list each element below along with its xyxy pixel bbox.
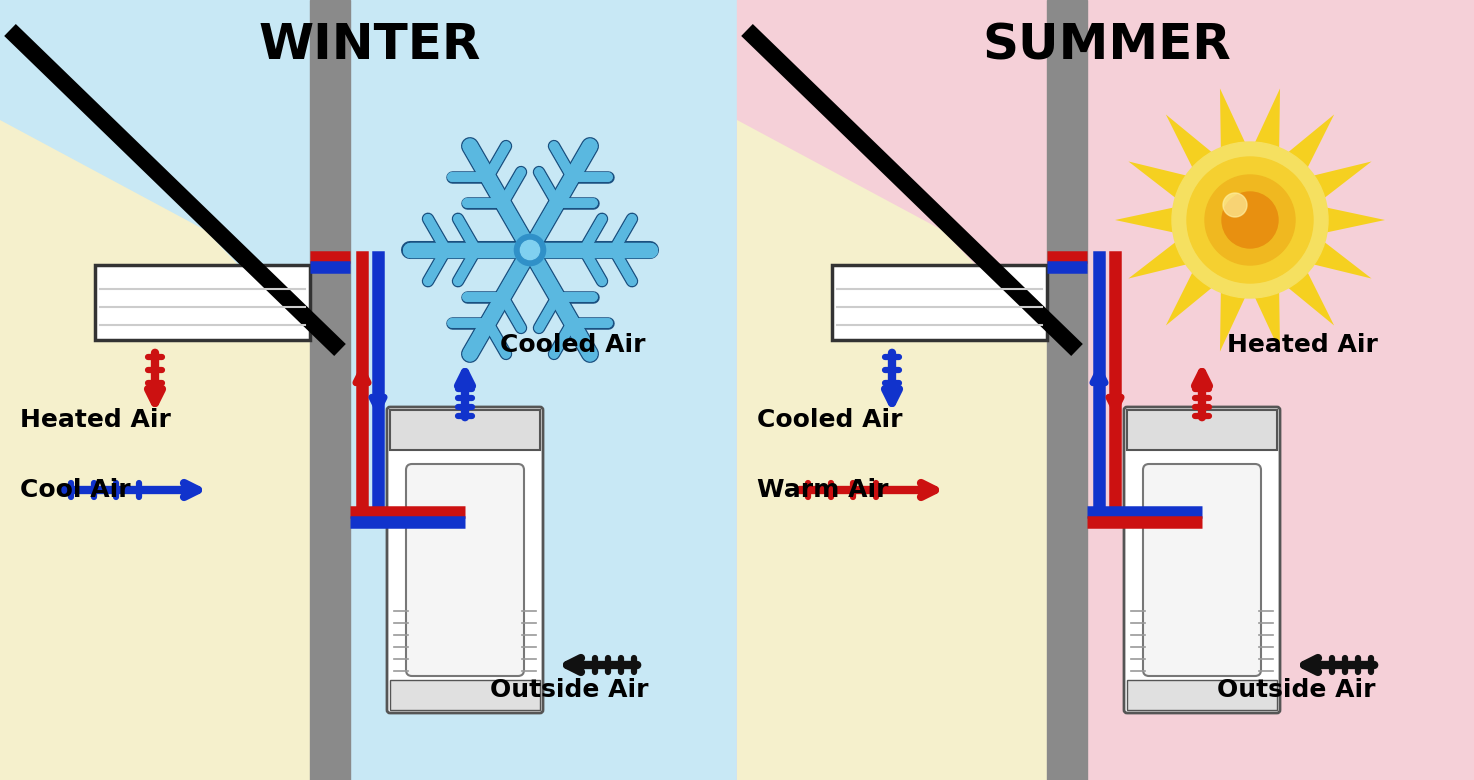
Circle shape (1206, 175, 1296, 265)
Bar (1128, 410, 1276, 450)
Text: Warm Air: Warm Air (758, 478, 889, 502)
FancyBboxPatch shape (1125, 407, 1279, 713)
FancyBboxPatch shape (1142, 464, 1260, 676)
FancyBboxPatch shape (405, 464, 523, 676)
FancyBboxPatch shape (388, 407, 542, 713)
Circle shape (520, 240, 539, 260)
Bar (1128, 680, 1276, 710)
Text: Cool Air: Cool Air (21, 478, 131, 502)
Text: Outside Air: Outside Air (489, 678, 649, 702)
Circle shape (1187, 157, 1313, 283)
Polygon shape (1254, 88, 1279, 151)
Circle shape (514, 235, 545, 266)
Text: Cooled Air: Cooled Air (758, 408, 902, 432)
Polygon shape (1285, 115, 1334, 170)
Text: Outside Air: Outside Air (1218, 678, 1375, 702)
Bar (94, 265, 310, 340)
Bar (391, 680, 539, 710)
Bar (737, 0, 1474, 780)
Polygon shape (1114, 207, 1176, 233)
Polygon shape (1310, 161, 1372, 200)
Text: Heated Air: Heated Air (21, 408, 171, 432)
Polygon shape (0, 0, 310, 780)
Bar (1047, 0, 1086, 780)
Polygon shape (1166, 270, 1215, 325)
Text: SUMMER: SUMMER (983, 21, 1231, 69)
Polygon shape (737, 0, 1047, 780)
Polygon shape (1285, 270, 1334, 325)
Polygon shape (1220, 88, 1246, 151)
Polygon shape (1129, 240, 1190, 278)
Circle shape (1222, 192, 1278, 248)
Text: Heated Air: Heated Air (1226, 333, 1378, 357)
Circle shape (1223, 193, 1247, 217)
Polygon shape (1220, 289, 1246, 352)
Text: Cooled Air: Cooled Air (500, 333, 646, 357)
Circle shape (1172, 142, 1328, 298)
Bar (310, 0, 349, 780)
Polygon shape (1129, 161, 1190, 200)
Polygon shape (1310, 240, 1372, 278)
Polygon shape (1254, 289, 1279, 352)
Text: WINTER: WINTER (259, 21, 481, 69)
Bar (831, 265, 1047, 340)
Polygon shape (1166, 115, 1215, 170)
Bar (391, 410, 539, 450)
Bar (0, 0, 737, 780)
Polygon shape (1324, 207, 1386, 233)
